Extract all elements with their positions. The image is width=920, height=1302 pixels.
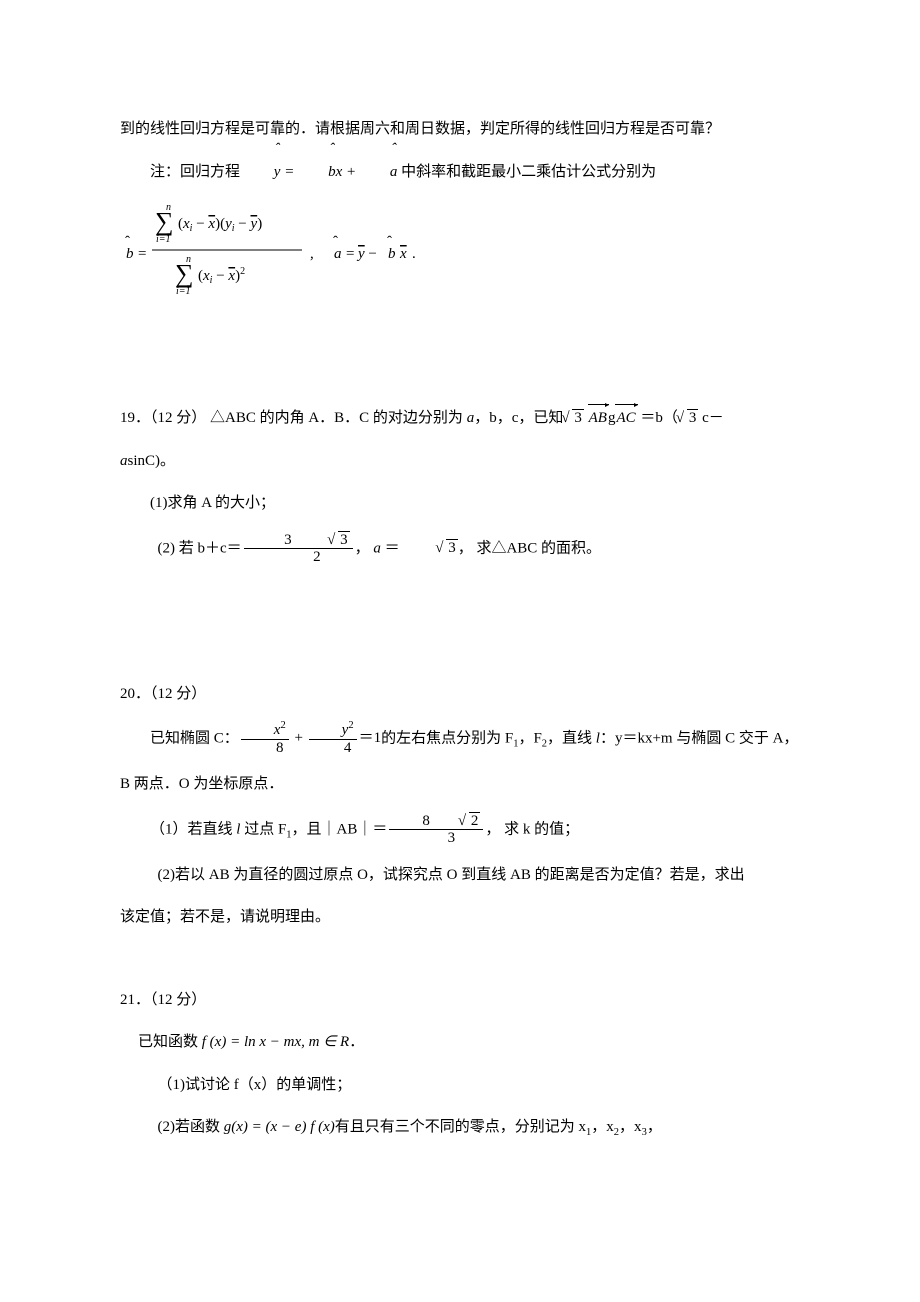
b-hat: b — [298, 158, 336, 187]
fx-def: f (x) = ln x − mx, m ∈ R — [202, 1034, 349, 1050]
var-a2: a — [120, 453, 128, 469]
svg-text:i=1: i=1 — [176, 286, 191, 297]
y-hat: y — [244, 158, 281, 187]
text: 过点 F — [240, 821, 286, 837]
text: 到的线性回归方程是可靠的．请根据周六和周日数据，判定所得的线性回归方程是否可靠？ — [120, 121, 720, 137]
sqrt3-1: 3 — [563, 404, 584, 433]
text: ，x — [591, 1119, 614, 1135]
text: ，b，c，已知 — [474, 410, 563, 426]
text: ：y＝kx+m 与椭圆 C 交于 A， — [600, 730, 798, 746]
text: (2) 若 b＋c＝ — [158, 540, 242, 556]
var-a3: a — [373, 540, 384, 556]
q20-p1: 已知椭圆 C：x28 + y24＝1的左右焦点分别为 F1，F2，直线 l：y＝… — [120, 722, 800, 756]
svg-text:=: = — [138, 246, 146, 262]
svg-text:,: , — [310, 246, 314, 262]
spacer — [120, 640, 800, 680]
text: ， — [355, 540, 374, 556]
text: 的左右焦点分别为 F — [381, 730, 513, 746]
text: ． — [349, 1034, 364, 1050]
svg-text:(xi − x)(yi − y): (xi − x)(yi − y) — [178, 216, 262, 234]
text: 注：回归方程 — [150, 164, 240, 180]
q21-sub1: （1)试讨论 f（x）的单调性； — [120, 1071, 800, 1100]
note-line: 注：回归方程 y = bx + a 中斜率和截距最小二乘估计公式分别为 — [120, 158, 800, 187]
q19-line2: asinC)。 — [120, 447, 800, 476]
text: ，F — [518, 730, 541, 746]
svg-text:ˆ: ˆ — [125, 234, 130, 250]
text: (2)若以 AB 为直径的圆过原点 O，试探究点 O 到直线 AB 的距离是否为… — [158, 867, 745, 883]
text: (1)求角 A 的大小； — [150, 495, 275, 511]
spacer — [120, 580, 800, 640]
text: ， 求△ABC 的面积。 — [458, 540, 601, 556]
paragraph-continuation: 到的线性回归方程是可靠的．请根据周六和周日数据，判定所得的线性回归方程是否可靠？ — [120, 115, 800, 144]
text: sinC)。 — [128, 453, 176, 469]
regression-equation: y = bx + a — [244, 164, 401, 180]
text: 已知椭圆 C： — [150, 730, 239, 746]
q20-sub2a: (2)若以 AB 为直径的圆过原点 O，试探究点 O 到直线 AB 的距离是否为… — [120, 861, 800, 890]
text: 21．（12 分） — [120, 992, 206, 1008]
svg-text:ˆ: ˆ — [387, 234, 392, 250]
text: 该定值；若不是，请说明理由。 — [120, 909, 330, 925]
text: （1）若直线 — [150, 821, 236, 837]
text: 20．（12 分） — [120, 686, 206, 702]
q19-sub2: (2) 若 b＋c＝332， a ＝3， 求△ABC 的面积。 — [120, 532, 800, 566]
q20-sub2b: 该定值；若不是，请说明理由。 — [120, 903, 800, 932]
document-page: 到的线性回归方程是可靠的．请根据周六和周日数据，判定所得的线性回归方程是否可靠？… — [0, 0, 920, 1302]
frac-8sqrt2-3: 823 — [389, 813, 483, 847]
svg-text:y −: y − — [356, 246, 377, 262]
q21-p1: 已知函数 f (x) = ln x − mx, m ∈ R． — [120, 1028, 800, 1057]
q19-line1: 19．（12 分） △ABC 的内角 A．B．C 的对边分别为 a，b，c，已知… — [120, 404, 800, 433]
svg-text:x: x — [399, 246, 407, 262]
text: (2)若函数 — [158, 1119, 224, 1135]
text: B 两点．O 为坐标原点． — [120, 776, 283, 792]
gx-def: g(x) = (x − e) f (x) — [224, 1119, 335, 1135]
text: 有且只有三个不同的零点，分别记为 x — [335, 1119, 586, 1135]
text: ＝b（ — [640, 410, 678, 426]
ellipse-eq: x28 + y24＝1 — [239, 730, 381, 746]
q20-sub1: （1）若直线 l 过点 F1，且｜AB｜＝823， 求 k 的值； — [120, 813, 800, 847]
dot-g: g — [608, 410, 616, 426]
text: 已知函数 — [138, 1034, 202, 1050]
q21-sub2: (2)若函数 g(x) = (x − e) f (x)有且只有三个不同的零点，分… — [120, 1113, 800, 1142]
svg-text:∑: ∑ — [175, 259, 194, 288]
spacer — [120, 344, 800, 404]
text: （1)试讨论 f（x）的单调性； — [158, 1077, 352, 1093]
q20-p2: B 两点．O 为坐标原点． — [120, 770, 800, 799]
text: ， — [647, 1119, 662, 1135]
q20-head: 20．（12 分） — [120, 680, 800, 709]
sqrt3-2: 3 — [678, 404, 699, 433]
least-squares-formula: b ˆ = n ∑ i=1 (xi − x)(yi − y) n ∑ i=1 (… — [120, 200, 800, 320]
vector-ab: AB — [588, 404, 608, 433]
frac-3sqrt3-2: 332 — [244, 532, 353, 566]
text: 中斜率和截距最小二乘估计公式分别为 — [401, 164, 656, 180]
svg-text:(xi − x)2: (xi − x)2 — [198, 266, 245, 286]
svg-text:ˆ: ˆ — [333, 234, 338, 250]
vector-ac: AC — [615, 404, 636, 433]
svg-text:∑: ∑ — [155, 207, 174, 236]
svg-text:=: = — [346, 246, 354, 262]
spacer — [120, 946, 800, 986]
q19-sub1: (1)求角 A 的大小； — [120, 489, 800, 518]
svg-text:.: . — [412, 246, 416, 262]
text: 19．（12 分） △ABC 的内角 A．B．C 的对边分别为 — [120, 410, 467, 426]
text: ，且｜AB｜＝ — [292, 821, 388, 837]
text: ，x — [619, 1119, 642, 1135]
svg-text:i=1: i=1 — [156, 234, 171, 245]
text: ， 求 k 的值； — [485, 821, 579, 837]
a-hat: a — [360, 158, 398, 187]
text: ，直线 — [547, 730, 596, 746]
q21-head: 21．（12 分） — [120, 986, 800, 1015]
sqrt3-3: 3 — [400, 534, 458, 563]
text: c－ — [702, 410, 724, 426]
